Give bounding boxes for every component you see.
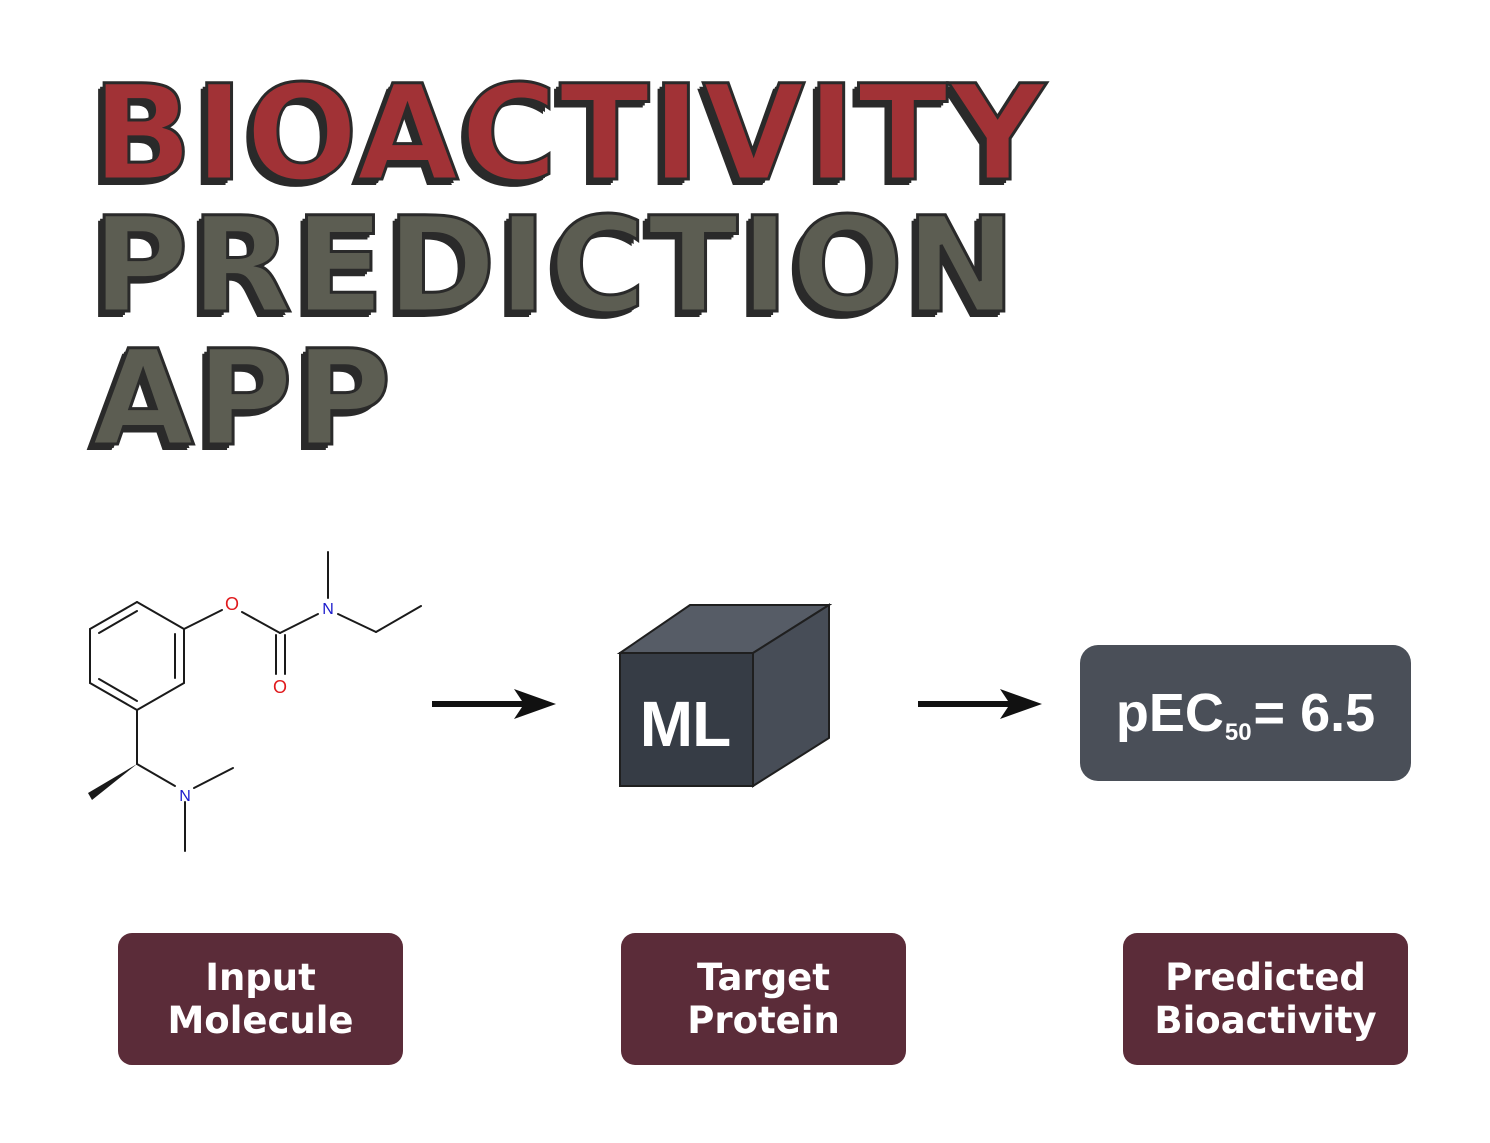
label-line: Protein <box>687 999 840 1042</box>
label-line: Molecule <box>167 999 354 1042</box>
atom-oxygen-carbonyl: O <box>273 677 287 697</box>
atom-oxygen-ester: O <box>225 594 239 614</box>
label-line: Bioactivity <box>1154 999 1377 1042</box>
molecule-bonds <box>89 551 422 852</box>
arrow-right-icon <box>432 689 556 719</box>
result-subscript: 50 <box>1224 719 1252 746</box>
cube-icon <box>616 603 832 788</box>
label-target-protein: Target Protein <box>621 933 906 1065</box>
label-predicted-bioactivity: Predicted Bioactivity <box>1123 933 1408 1065</box>
result-value: = 6.5 <box>1253 683 1376 743</box>
atom-nitrogen-carbamate: N <box>322 601 334 618</box>
ml-label: ML <box>639 688 731 760</box>
label-line: Target <box>697 955 830 999</box>
title-line-prediction: PREDICTION <box>91 189 1018 343</box>
prediction-result-box: pEC 50 = 6.5 <box>1080 645 1411 781</box>
label-input-molecule: Input Molecule <box>118 933 403 1065</box>
title-line-app: APP <box>91 322 394 476</box>
wedge-bond <box>88 764 137 800</box>
arrow-right-icon <box>918 689 1042 719</box>
atom-nitrogen-amine: N <box>179 788 191 805</box>
label-line: Input <box>205 955 316 999</box>
molecule-structure: O O N N <box>88 551 422 852</box>
result-prefix: pEC <box>1115 683 1224 743</box>
label-line: Predicted <box>1165 955 1366 999</box>
title-line-bioactivity: BIOACTIVITY <box>90 57 1048 211</box>
